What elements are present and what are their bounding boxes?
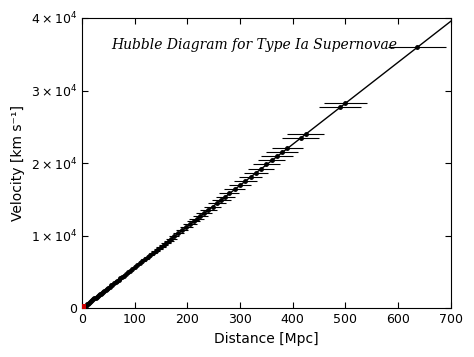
X-axis label: Distance [Mpc]: Distance [Mpc] [214,332,319,346]
Text: Hubble Diagram for Type Ia Supernovae: Hubble Diagram for Type Ia Supernovae [111,38,397,52]
Y-axis label: Velocity [km s⁻¹]: Velocity [km s⁻¹] [11,105,25,221]
